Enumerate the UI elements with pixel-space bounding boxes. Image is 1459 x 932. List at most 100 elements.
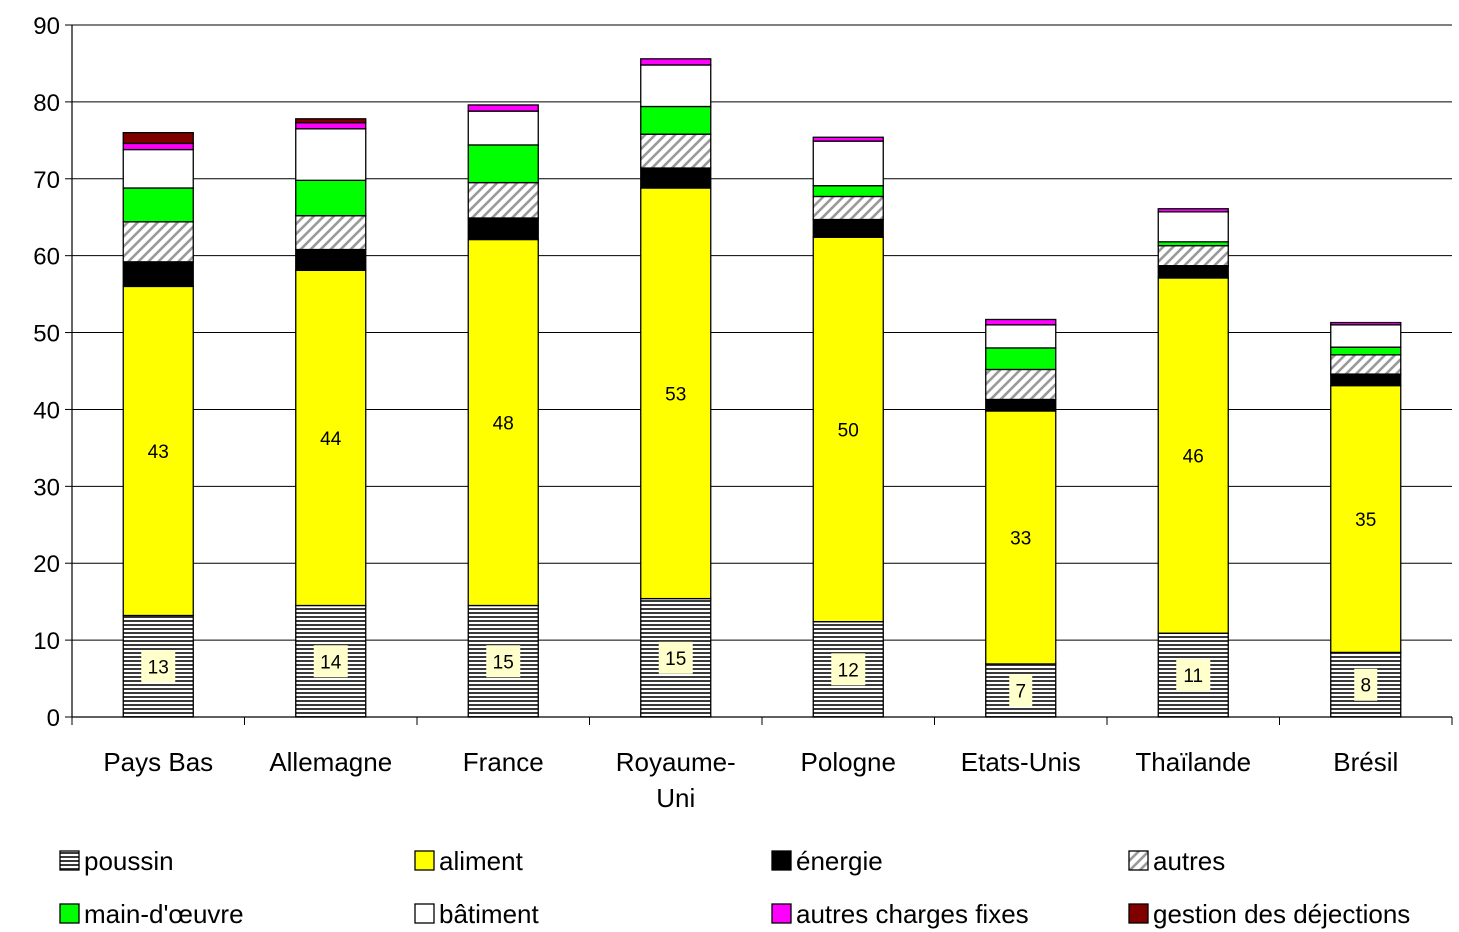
bar-segment-batiment — [985, 324, 1057, 349]
bar-segment-main-d-oeuvre — [1330, 346, 1402, 356]
bar-segment-autres — [295, 215, 367, 251]
bar-segment-batiment — [1157, 211, 1229, 243]
bar-segment-energie — [1157, 265, 1229, 279]
bar-segment-autres — [1157, 245, 1229, 267]
legend-swatch-poussin — [59, 850, 80, 871]
x-category-label: Brésil — [1333, 747, 1398, 777]
x-category-label: Royaume- — [616, 747, 736, 777]
bar-segment-energie — [1330, 373, 1402, 387]
bar-segment-autres-charges-fixes — [295, 121, 367, 130]
data-label-background — [1176, 659, 1211, 692]
bar-segment-energie — [295, 248, 367, 271]
x-category-label: Uni — [656, 783, 695, 813]
data-label-poussin: 12 — [838, 660, 859, 681]
y-tick-label: 50 — [33, 321, 60, 348]
data-label-aliment: 44 — [320, 429, 342, 450]
data-label-aliment: 53 — [665, 384, 686, 405]
bar-segment-aliment — [467, 238, 539, 607]
bar-segment-autres — [467, 181, 539, 219]
data-label-aliment: 46 — [1183, 447, 1204, 468]
bar-segment-aliment — [1157, 277, 1229, 634]
bar-segment-batiment — [640, 64, 712, 108]
y-tick-label: 10 — [33, 628, 60, 655]
bar-segment-batiment — [295, 128, 367, 181]
x-category-label: Allemagne — [269, 747, 392, 777]
bar-segment-batiment — [122, 148, 194, 189]
bar-segment-autres-charges-fixes — [985, 318, 1057, 326]
y-tick-label: 0 — [47, 705, 60, 732]
bar-segment-poussin — [467, 604, 539, 718]
y-tick-label: 60 — [33, 244, 60, 271]
data-label-aliment: 50 — [838, 420, 859, 441]
legend-label-aliment: aliment — [439, 846, 524, 876]
legend-swatch-batiment — [414, 903, 435, 924]
legend-label-autres-charges-fixes: autres charges fixes — [796, 899, 1029, 929]
data-label-poussin: 14 — [320, 652, 342, 673]
data-labels: 13 43 14 44 15 48 15 53 12 50 7 33 11 46 8 35 — [141, 384, 1378, 707]
bar-segment-aliment — [985, 410, 1057, 665]
y-tick-label: 80 — [33, 90, 60, 117]
bar-segment-autres — [985, 368, 1057, 401]
data-label-background — [658, 641, 693, 674]
legend: poussin aliment énergie autres main-d'œuvre b… — [59, 846, 1410, 929]
y-tick-label: 40 — [33, 397, 60, 424]
y-tick-label: 70 — [33, 167, 60, 194]
bar-segment-energie — [985, 398, 1057, 412]
bar-segment-batiment — [1330, 324, 1402, 348]
data-label-background — [831, 653, 866, 686]
data-label-poussin: 15 — [493, 652, 514, 673]
y-tick-label: 20 — [33, 551, 60, 578]
bar-segment-aliment — [812, 236, 884, 623]
bar-segment-energie — [122, 261, 194, 288]
gridlines — [72, 24, 1452, 641]
bar-segment-gestion-des-dejections — [122, 131, 194, 145]
legend-label-batiment: bâtiment — [439, 899, 539, 929]
bar-segment-autres-charges-fixes — [122, 142, 194, 151]
data-label-background — [313, 645, 348, 678]
bar-segment-energie — [640, 167, 712, 189]
x-category-label: Etats-Unis — [961, 747, 1081, 777]
data-label-aliment: 35 — [1355, 510, 1376, 531]
x-category-label: Pays Bas — [103, 747, 213, 777]
bar-segment-aliment — [1330, 384, 1402, 654]
legend-swatch-main-d-oeuvre — [59, 903, 80, 924]
data-label-aliment: 48 — [493, 414, 514, 435]
legend-label-main-d-oeuvre: main-d'œuvre — [84, 899, 244, 929]
data-label-poussin: 13 — [148, 657, 169, 678]
bar-segment-autres-charges-fixes — [467, 104, 539, 112]
data-label-background — [1354, 668, 1378, 701]
data-label-poussin: 15 — [665, 649, 686, 670]
x-category-label: Thaïlande — [1135, 747, 1251, 777]
bar-segment-gestion-des-dejections — [295, 118, 367, 124]
bar-segment-energie — [812, 218, 884, 238]
bar-segment-main-d-oeuvre — [295, 179, 367, 217]
bar-segment-autres-charges-fixes — [640, 58, 712, 66]
bar-segment-autres-charges-fixes — [1157, 208, 1229, 213]
x-category-label: France — [463, 747, 544, 777]
legend-label-energie: énergie — [796, 846, 883, 876]
data-label-poussin: 8 — [1360, 676, 1371, 697]
bar-segment-main-d-oeuvre — [122, 187, 194, 223]
bar-segment-batiment — [812, 140, 884, 187]
y-tick-label: 30 — [33, 474, 60, 501]
data-label-background — [486, 645, 521, 678]
bar-segment-autres-charges-fixes — [812, 136, 884, 142]
bars — [122, 58, 1402, 718]
data-label-background — [141, 650, 176, 683]
y-tick-label: 90 — [33, 13, 60, 40]
data-label-aliment: 33 — [1010, 528, 1031, 549]
bar-segment-autres — [812, 195, 884, 221]
bar-segment-aliment — [640, 187, 712, 600]
data-label-aliment: 43 — [148, 442, 169, 463]
data-label-poussin: 7 — [1015, 681, 1026, 702]
data-label-background — [1009, 674, 1033, 707]
legend-swatch-aliment — [414, 850, 435, 871]
bar-segment-batiment — [467, 110, 539, 146]
legend-label-poussin: poussin — [84, 846, 174, 876]
bar-segment-autres-charges-fixes — [1330, 321, 1402, 326]
axes: 0 10 20 30 40 50 60 70 80 90 Pays Bas Allemagne Fran… — [33, 13, 1453, 813]
legend-swatch-energie — [771, 850, 792, 871]
legend-label-autres: autres — [1153, 846, 1225, 876]
legend-label-gestion-des-dejections: gestion des déjections — [1153, 899, 1410, 929]
